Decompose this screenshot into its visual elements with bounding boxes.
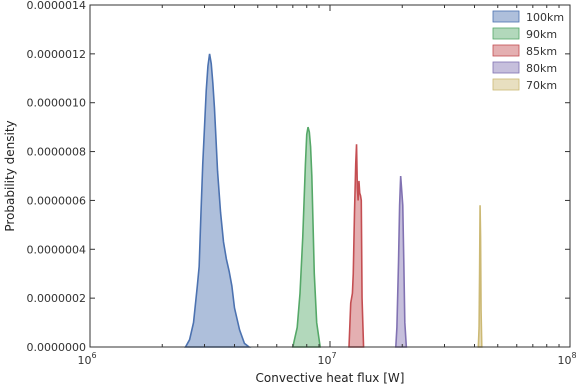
x-axis-label: Convective heat flux [W] xyxy=(256,371,405,385)
legend-swatch-90km xyxy=(492,27,520,40)
x-tick-label: 107 xyxy=(317,351,336,367)
y-axis: 0.0000000 0.0000002 0.0000004 0.0000006 0.00… xyxy=(27,0,570,354)
y-tick-label: 0.0000010 xyxy=(27,97,87,110)
y-tick-label: 0.0000014 xyxy=(27,0,87,12)
y-tick-label: 0.0000006 xyxy=(27,194,87,207)
y-axis-label: Probability density xyxy=(3,120,17,231)
plot-areas xyxy=(184,53,483,348)
series-area-85km xyxy=(348,144,365,348)
legend-label-80km: 80km xyxy=(526,62,557,75)
series-area-100km xyxy=(184,53,252,348)
x-axis: 106 107 108 xyxy=(77,5,577,367)
legend: 100km 90km 85km 80km 70km xyxy=(492,10,564,92)
series-area-80km xyxy=(394,175,408,348)
y-tick-label: 0.0000008 xyxy=(27,146,87,159)
legend-swatch-85km xyxy=(492,44,520,57)
legend-swatch-100km xyxy=(492,10,520,23)
x-tick-label: 108 xyxy=(557,351,576,367)
legend-swatch-70km xyxy=(492,78,520,91)
series-area-90km xyxy=(291,126,322,348)
y-tick-label: 0.0000002 xyxy=(27,292,87,305)
legend-swatch-80km xyxy=(492,61,520,74)
series-area-70km xyxy=(477,205,483,348)
y-tick-label: 0.0000004 xyxy=(27,243,87,256)
x-tick-label: 106 xyxy=(77,351,96,367)
legend-label-100km: 100km xyxy=(526,11,564,24)
y-tick-label: 0.0000000 xyxy=(27,341,87,354)
legend-label-85km: 85km xyxy=(526,45,557,58)
y-tick-label: 0.0000012 xyxy=(27,48,87,61)
legend-label-90km: 90km xyxy=(526,28,557,41)
legend-label-70km: 70km xyxy=(526,79,557,92)
